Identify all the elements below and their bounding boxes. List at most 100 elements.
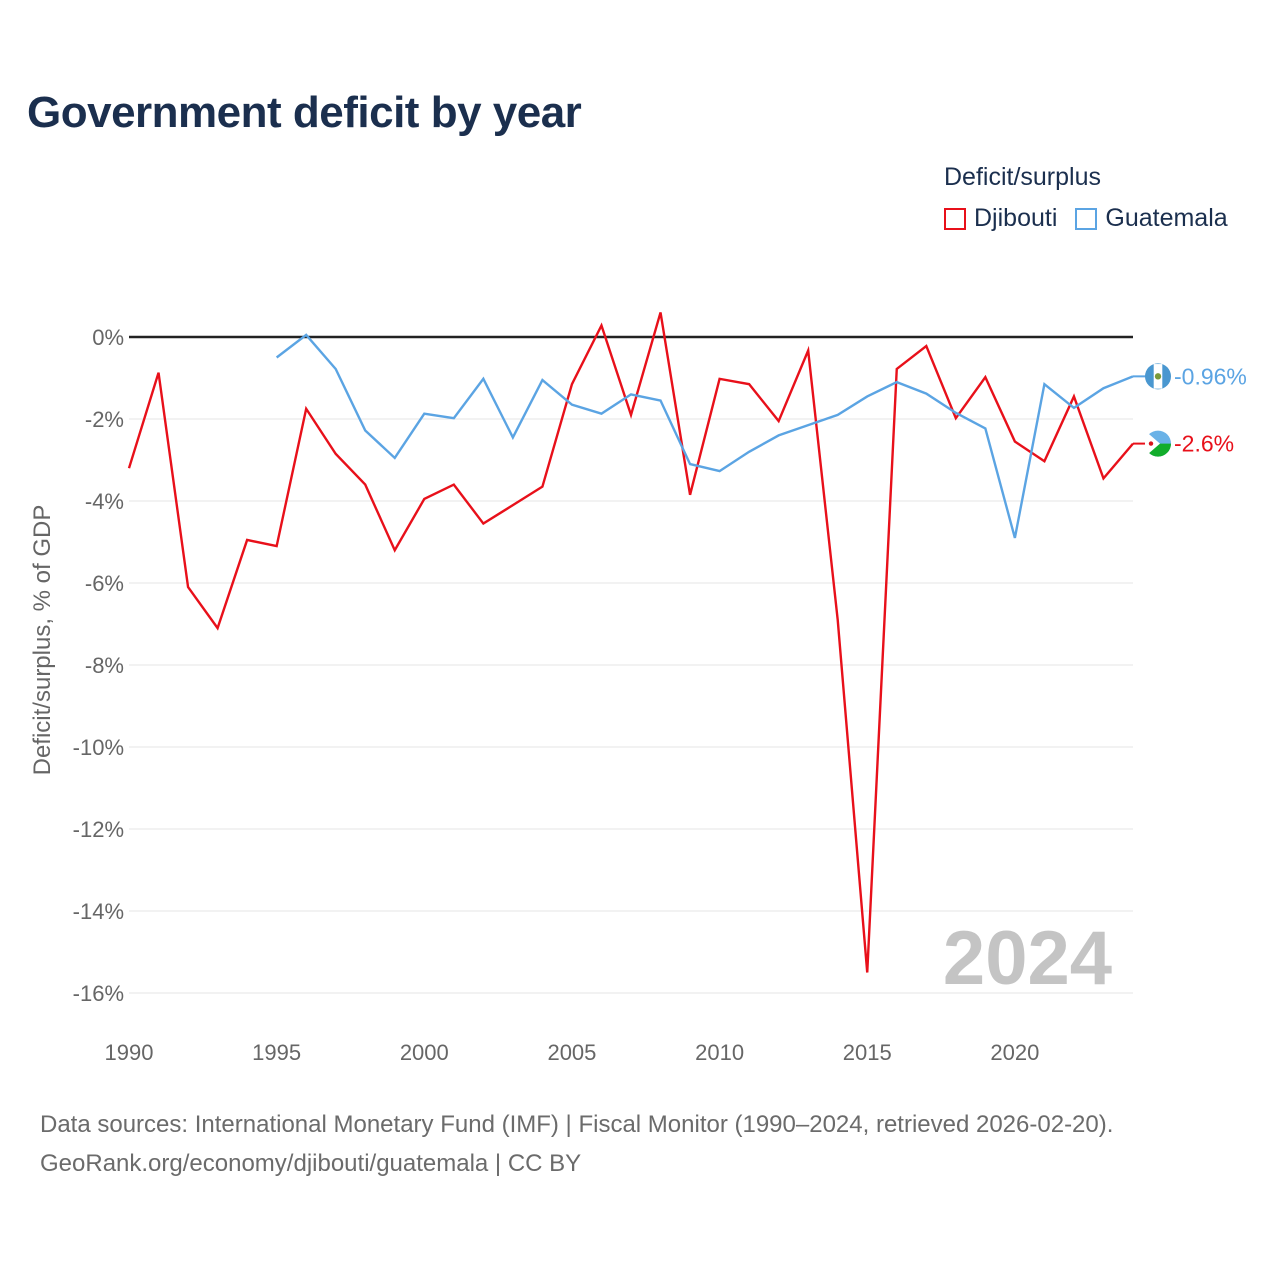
data-point-djibouti — [153, 367, 165, 379]
data-point-djibouti — [271, 540, 283, 552]
data-point-guatemala — [477, 373, 489, 385]
y-axis-ticks: 0% -2% -4% -6% -8% -10% -12% -14% -16% — [73, 325, 124, 1006]
data-point-guatemala — [448, 412, 460, 424]
y-tick-label: -8% — [85, 653, 124, 678]
legend-item-guatemala[interactable]: Guatemala — [1075, 204, 1228, 233]
data-point-djibouti — [566, 378, 578, 390]
data-point-djibouti — [832, 614, 844, 626]
data-point-djibouti — [359, 479, 371, 491]
legend-swatch-djibouti — [944, 207, 966, 230]
x-tick-label: 2000 — [400, 1040, 449, 1065]
data-point-djibouti — [891, 363, 903, 375]
data-point-guatemala — [950, 407, 962, 419]
x-tick-label: 2005 — [547, 1040, 596, 1065]
data-point-djibouti — [979, 371, 991, 383]
x-tick-label: 1995 — [252, 1040, 301, 1065]
data-point-djibouti — [684, 489, 696, 501]
data-point-guatemala — [359, 424, 371, 436]
y-tick-label: -6% — [85, 571, 124, 596]
data-point-guatemala — [802, 419, 814, 431]
flag-icon-guatemala — [1145, 363, 1171, 390]
data-point-guatemala — [536, 374, 548, 386]
data-point-djibouti — [241, 534, 253, 546]
data-point-djibouti — [625, 409, 637, 421]
data-point-guatemala — [330, 363, 342, 375]
data-point-djibouti — [418, 493, 430, 505]
y-tick-label: 0% — [92, 325, 124, 350]
data-point-guatemala — [625, 388, 637, 400]
data-point-guatemala — [920, 388, 932, 400]
data-point-djibouti — [743, 378, 755, 390]
end-markers: -2.6% -0.96% — [1133, 363, 1247, 457]
data-point-guatemala — [566, 399, 578, 411]
legend: Djibouti Guatemala — [944, 204, 1228, 233]
data-point-guatemala — [891, 376, 903, 388]
data-point-djibouti — [1068, 390, 1080, 402]
data-point-djibouti — [448, 479, 460, 491]
data-point-djibouti — [123, 462, 135, 474]
data-point-guatemala — [684, 458, 696, 470]
x-axis-ticks: 1990 1995 2000 2005 2010 2015 2020 — [105, 1040, 1040, 1065]
y-tick-label: -2% — [85, 407, 124, 432]
data-point-guatemala — [979, 422, 991, 434]
chart-title: Government deficit by year — [27, 88, 582, 137]
data-point-djibouti — [920, 340, 932, 352]
data-point-djibouti — [300, 403, 312, 415]
data-point-guatemala — [418, 408, 430, 420]
data-point-djibouti — [595, 320, 607, 332]
source-url[interactable]: GeoRank.org/economy/djibouti/guatemala |… — [40, 1150, 582, 1177]
data-point-djibouti — [655, 306, 667, 318]
data-point-djibouti — [477, 518, 489, 530]
legend-item-djibouti[interactable]: Djibouti — [944, 204, 1057, 233]
data-point-guatemala — [743, 446, 755, 458]
data-point-guatemala — [1009, 532, 1021, 544]
data-point-guatemala — [773, 429, 785, 441]
data-point-djibouti — [1009, 436, 1021, 448]
legend-swatch-guatemala — [1075, 207, 1098, 230]
data-point-djibouti — [182, 581, 194, 593]
legend-title: Deficit/surplus — [944, 163, 1101, 191]
data-point-guatemala — [714, 465, 726, 477]
data-point-djibouti — [861, 967, 873, 979]
data-point-djibouti — [1097, 472, 1109, 484]
x-tick-label: 2015 — [843, 1040, 892, 1065]
legend-label-djibouti: Djibouti — [974, 204, 1058, 232]
x-tick-label: 1990 — [105, 1040, 154, 1065]
data-point-guatemala — [595, 408, 607, 420]
year-watermark: 2024 — [943, 916, 1112, 1001]
y-tick-label: -12% — [73, 817, 124, 842]
footer: Data sources: International Monetary Fun… — [40, 1105, 1113, 1183]
end-value-label-djibouti: -2.6% — [1174, 431, 1234, 457]
data-point-guatemala — [300, 329, 312, 341]
y-tick-label: -4% — [85, 489, 124, 514]
series-lines — [123, 306, 1134, 979]
y-axis-label: Deficit/surplus, % of GDP — [29, 505, 56, 776]
x-tick-label: 2010 — [695, 1040, 744, 1065]
data-point-guatemala — [271, 352, 283, 364]
x-tick-label: 2020 — [990, 1040, 1039, 1065]
data-point-guatemala — [1038, 378, 1050, 390]
flag-emblem — [1154, 373, 1162, 380]
data-point-djibouti — [1038, 455, 1050, 467]
line-chart: 0% -2% -4% -6% -8% -10% -12% -14% -16% 1990 1995 2… — [29, 306, 1247, 1065]
data-point-guatemala — [389, 452, 401, 464]
data-point-djibouti — [212, 622, 224, 634]
series-line-djibouti — [127, 312, 1134, 973]
y-tick-label: -14% — [73, 899, 124, 924]
data-point-djibouti — [507, 499, 519, 511]
gridlines — [129, 335, 1133, 994]
data-point-djibouti — [714, 373, 726, 385]
data-point-djibouti — [330, 448, 342, 460]
legend-label-guatemala: Guatemala — [1105, 204, 1228, 232]
data-point-guatemala — [832, 409, 844, 421]
data-sources-note: Data sources: International Monetary Fun… — [40, 1111, 1114, 1138]
flag-star — [1148, 441, 1154, 446]
data-point-guatemala — [655, 395, 667, 407]
y-tick-label: -16% — [73, 981, 124, 1006]
data-point-djibouti — [802, 345, 814, 357]
data-point-djibouti — [773, 415, 785, 427]
data-point-guatemala — [1097, 382, 1109, 394]
data-point-djibouti — [536, 481, 548, 493]
data-point-guatemala — [507, 431, 519, 443]
end-value-label-guatemala: -0.96% — [1174, 363, 1247, 389]
